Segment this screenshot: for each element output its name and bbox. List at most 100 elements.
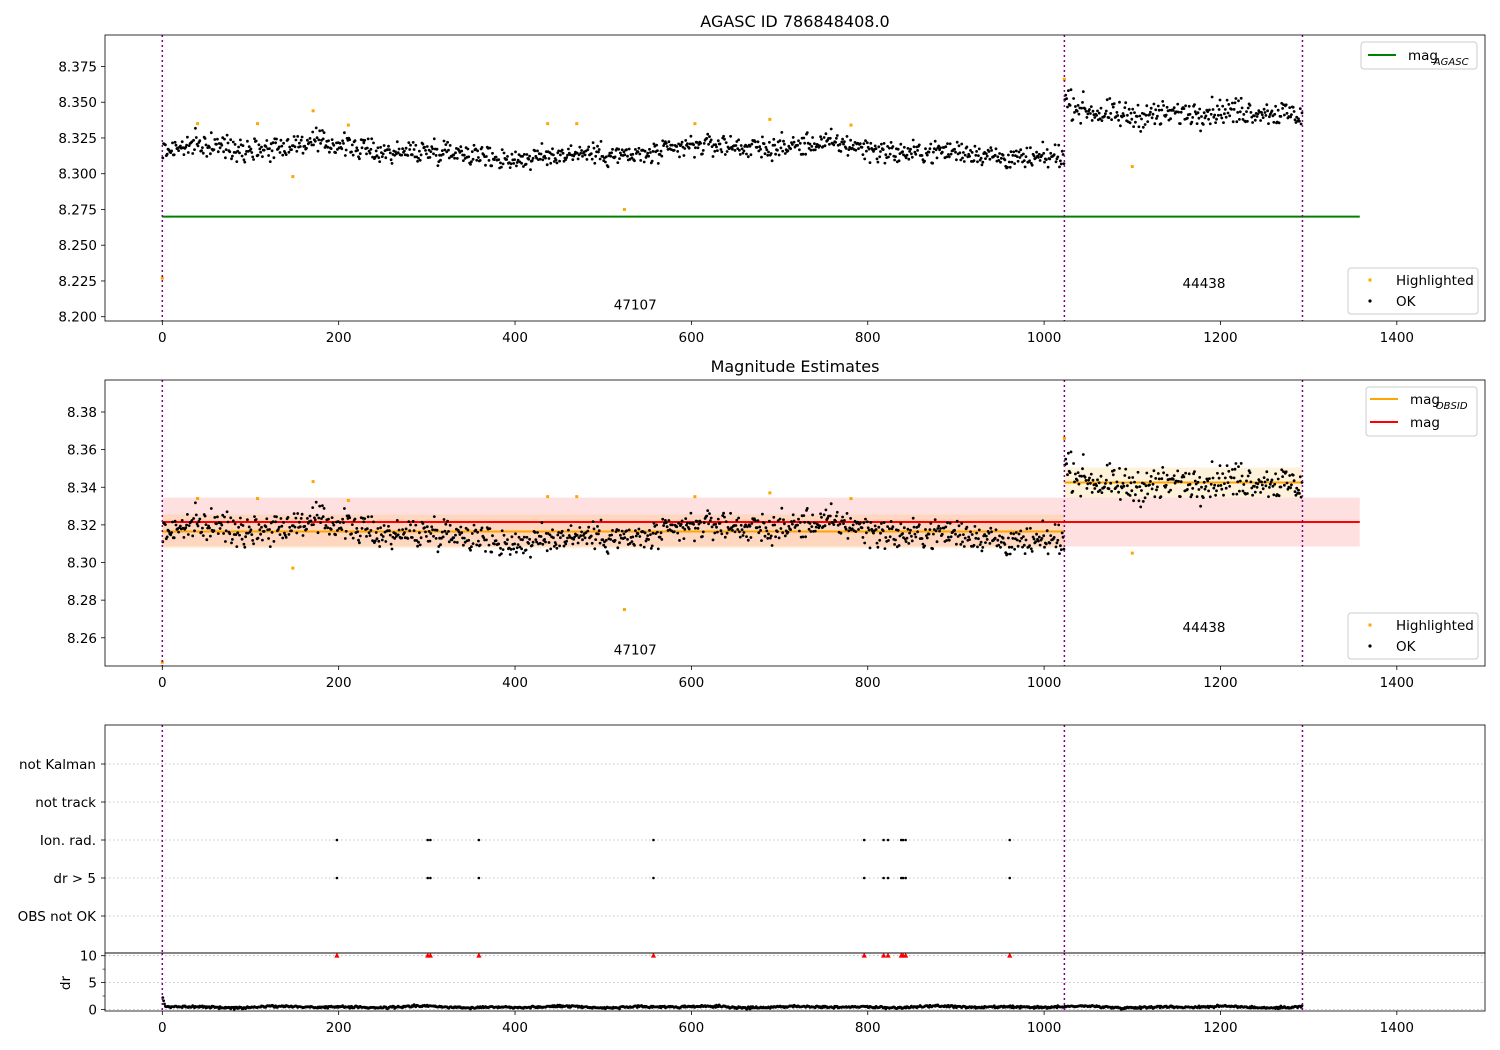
ok-point xyxy=(277,525,281,529)
ok-point xyxy=(776,148,779,152)
ok-point xyxy=(1073,480,1076,484)
ok-point xyxy=(1208,495,1212,499)
ok-point xyxy=(842,522,845,525)
ok-point xyxy=(225,510,229,514)
ok-point xyxy=(803,520,807,524)
ok-point xyxy=(1111,105,1115,109)
legend-subscript: OBSID xyxy=(1436,401,1468,412)
ok-point xyxy=(810,525,814,528)
ok-point xyxy=(927,150,931,154)
y-tick-label: 8.325 xyxy=(58,131,97,147)
ok-point xyxy=(1044,542,1048,546)
ok-point xyxy=(993,153,997,157)
ok-point xyxy=(423,145,426,149)
ok-point xyxy=(1264,484,1268,488)
ok-point xyxy=(167,529,171,533)
ok-point xyxy=(695,141,699,144)
ok-point xyxy=(366,515,370,519)
ok-point xyxy=(1132,125,1135,129)
ok-point xyxy=(470,160,473,164)
ok-point xyxy=(432,515,436,518)
y-tick-label: 8.275 xyxy=(58,202,97,218)
ok-point xyxy=(299,138,303,142)
ok-point xyxy=(394,532,397,536)
ok-point xyxy=(1182,107,1186,110)
flag-point xyxy=(429,876,432,880)
ok-point xyxy=(558,159,561,163)
ok-point xyxy=(271,520,275,524)
ok-point xyxy=(877,525,881,529)
flag-category-label: not track xyxy=(35,795,96,811)
ok-point xyxy=(1156,485,1159,489)
ok-point xyxy=(484,550,487,553)
ok-point xyxy=(445,150,449,154)
ok-point xyxy=(761,135,764,139)
ok-point xyxy=(1038,543,1042,547)
ok-point xyxy=(770,159,774,163)
ok-point xyxy=(935,156,939,160)
ok-point xyxy=(510,535,514,539)
ok-point xyxy=(840,519,844,523)
ok-point xyxy=(610,151,613,155)
ok-point xyxy=(170,531,174,534)
ok-point xyxy=(425,535,428,538)
ok-point xyxy=(714,522,717,526)
ok-point xyxy=(356,530,359,534)
ok-point xyxy=(565,156,568,160)
ok-point xyxy=(215,522,218,526)
ok-point xyxy=(1281,107,1284,110)
ok-point xyxy=(484,163,487,167)
ok-point xyxy=(315,513,319,517)
ok-point xyxy=(1081,90,1085,93)
highlighted-point xyxy=(693,122,697,126)
ok-point xyxy=(901,150,904,154)
ok-point xyxy=(538,541,542,545)
ok-point xyxy=(897,544,901,547)
ok-point xyxy=(454,151,457,155)
ok-point xyxy=(1146,120,1150,123)
ok-point xyxy=(699,521,702,524)
ok-point xyxy=(1237,99,1240,103)
ok-point xyxy=(327,139,330,143)
ok-point xyxy=(1089,112,1092,115)
ok-point xyxy=(425,145,429,148)
flag-point xyxy=(652,876,655,880)
ok-point xyxy=(1209,482,1213,486)
ok-point xyxy=(1282,470,1285,473)
ok-point xyxy=(455,541,459,544)
ok-point xyxy=(161,156,165,160)
ok-point xyxy=(642,545,646,549)
ok-point xyxy=(1075,478,1079,482)
ok-point xyxy=(985,538,989,541)
ok-point xyxy=(1157,477,1161,481)
ok-point xyxy=(1009,532,1013,535)
ok-point xyxy=(1177,110,1180,114)
ok-point xyxy=(205,155,209,158)
ok-point xyxy=(842,142,845,146)
ok-point xyxy=(1052,536,1056,539)
ok-point xyxy=(1141,125,1145,129)
ok-point xyxy=(781,149,785,153)
legend-label: mag xyxy=(1408,48,1438,64)
ok-point xyxy=(1162,471,1165,475)
ok-point xyxy=(201,534,205,537)
ok-point xyxy=(1037,539,1040,543)
ok-point xyxy=(858,521,862,525)
ok-point xyxy=(844,147,848,150)
ok-point xyxy=(762,142,766,146)
ok-point xyxy=(687,146,691,150)
ok-point xyxy=(1008,165,1012,169)
ok-point xyxy=(584,531,588,534)
ok-point xyxy=(1176,469,1180,473)
ok-point xyxy=(1068,104,1072,107)
highlighted-point xyxy=(1062,436,1066,440)
ok-point xyxy=(164,523,167,526)
ok-point xyxy=(578,145,582,149)
ok-point xyxy=(396,151,400,155)
ok-point xyxy=(598,157,602,161)
ok-point xyxy=(846,154,850,157)
ok-point xyxy=(319,521,322,524)
ok-point xyxy=(1076,471,1080,474)
ok-point xyxy=(1231,492,1235,496)
